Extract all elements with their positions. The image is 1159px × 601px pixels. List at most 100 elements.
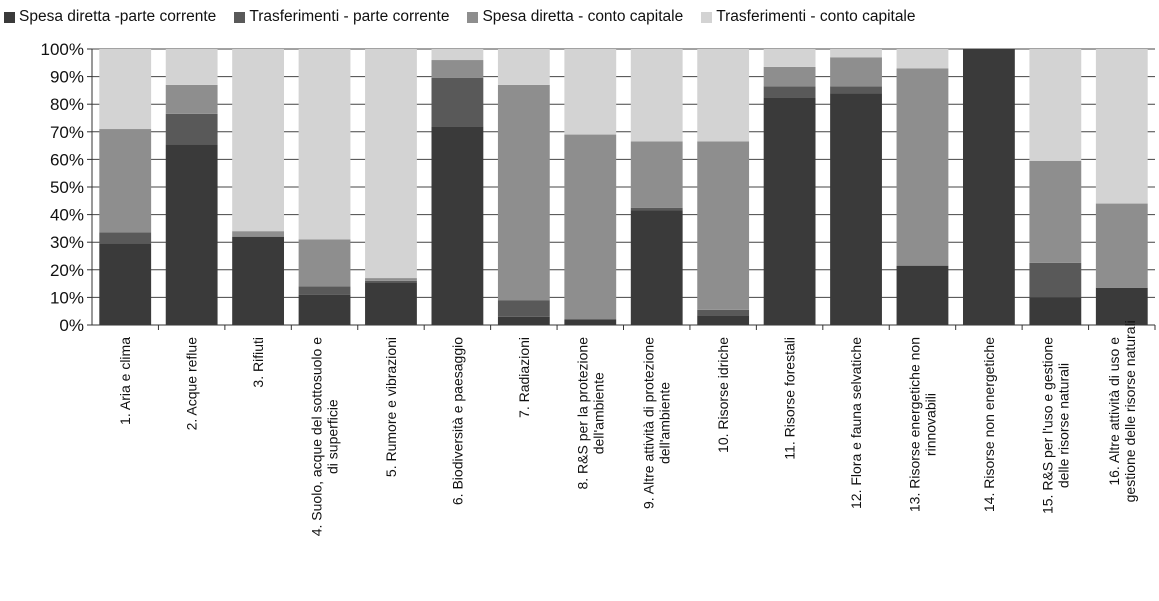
bar-segment-6-series-2 xyxy=(431,77,484,127)
x-tick-label-line: di superficie xyxy=(325,399,341,474)
legend-item-2: Trasferimenti - parte corrente xyxy=(234,8,449,26)
y-tick-label: 10% xyxy=(50,288,84,307)
bar-segment-5-series-4 xyxy=(365,49,417,279)
legend-label-1: Spesa diretta -parte corrente xyxy=(19,8,217,25)
bar-segment-8-series-3 xyxy=(564,134,617,320)
x-tick-label: 10. Risorse idriche xyxy=(715,337,731,453)
x-tick-label-line: 12. Flora e fauna selvatiche xyxy=(848,337,864,509)
x-tick-label: 3. Rifiuti xyxy=(250,337,266,388)
legend-item-3: Spesa diretta - conto capitale xyxy=(467,8,683,26)
x-tick-label-line: 8. R&S per la protezione xyxy=(574,337,590,490)
x-tick-label-line: 11. Risorse forestali xyxy=(782,337,798,460)
bar-segment-9-series-3 xyxy=(630,141,683,208)
x-tick-label-line: 9. Altre attività di protezione xyxy=(641,337,657,509)
x-tick-label: 11. Risorse forestali xyxy=(782,337,798,460)
bar-segment-5-series-2 xyxy=(365,280,417,283)
bar-segment-10-series-3 xyxy=(697,141,750,310)
y-tick-label: 20% xyxy=(50,261,84,280)
x-tick-label-line: 5. Rumore e vibrazioni xyxy=(383,337,399,477)
bar-segment-15-series-4 xyxy=(1029,49,1082,161)
legend-swatch-4 xyxy=(701,11,713,23)
bar-segment-3-series-3 xyxy=(232,231,285,237)
bar-segment-15-series-2 xyxy=(1029,262,1082,298)
bar-segment-13-series-1 xyxy=(896,265,949,325)
x-tick-label-line: 7. Radiazioni xyxy=(516,337,532,418)
bar-segment-1-series-2 xyxy=(99,232,152,244)
x-tick-label-line: 4. Suolo, acque del sottosuolo e xyxy=(309,337,325,536)
bar-segment-16-series-4 xyxy=(1095,49,1148,204)
bar-segment-12-series-1 xyxy=(830,93,882,325)
y-tick-label: 60% xyxy=(50,150,84,169)
bar-segment-16-series-1 xyxy=(1095,287,1148,325)
bar-segment-11-series-2 xyxy=(763,86,816,98)
bar-segment-10-series-1 xyxy=(697,315,750,325)
bar-segment-4-series-4 xyxy=(298,49,351,240)
x-tick-label-line: 2. Acque reflue xyxy=(184,337,200,431)
x-tick-label: 7. Radiazioni xyxy=(516,337,532,418)
x-tick-label-line: 10. Risorse idriche xyxy=(715,337,731,453)
bar-segment-15-series-3 xyxy=(1029,160,1082,263)
bar-segment-3-series-4 xyxy=(232,49,285,232)
x-tick-label-line: 14. Risorse non energetiche xyxy=(981,337,997,512)
y-tick-label: 40% xyxy=(50,206,84,225)
legend-label-2: Trasferimenti - parte corrente xyxy=(249,8,450,25)
legend-item-1: Spesa diretta -parte corrente xyxy=(4,8,216,26)
x-tick-label-line: rinnovabili xyxy=(922,393,938,456)
x-tick-label-line: dell'ambiente xyxy=(590,372,606,454)
bar-segment-7-series-4 xyxy=(497,49,550,85)
x-tick-label: 5. Rumore e vibrazioni xyxy=(383,337,399,477)
x-tick-label-line: 1. Aria e clima xyxy=(117,337,133,425)
bar-segment-2-series-3 xyxy=(165,84,218,114)
y-tick-label: 100% xyxy=(41,40,84,59)
bar-segment-15-series-1 xyxy=(1029,297,1082,325)
bar-segment-8-series-4 xyxy=(564,49,617,135)
bar-segment-6-series-4 xyxy=(431,49,484,61)
x-tick-label-line: 6. Biodiversità e paesaggio xyxy=(449,337,465,505)
bar-segment-5-series-1 xyxy=(365,282,417,325)
legend-swatch-1 xyxy=(4,11,15,23)
bar-segment-4-series-3 xyxy=(298,239,351,287)
y-tick-label: 80% xyxy=(50,95,84,114)
x-tick-label: 1. Aria e clima xyxy=(117,337,133,425)
bar-segment-2-series-4 xyxy=(165,49,218,85)
bar-segment-16-series-3 xyxy=(1095,203,1148,288)
bar-segment-7-series-1 xyxy=(497,316,550,325)
bar-segment-10-series-2 xyxy=(697,309,750,316)
bar-segment-12-series-2 xyxy=(830,86,882,94)
legend-swatch-2 xyxy=(234,11,246,23)
x-tick-label-line: 3. Rifiuti xyxy=(250,337,266,388)
bar-segment-11-series-4 xyxy=(763,49,816,67)
bar-segment-1-series-1 xyxy=(99,243,152,325)
x-tick-label: 4. Suolo, acque del sottosuolo e di super… xyxy=(309,337,341,536)
bar-segment-14-series-1 xyxy=(962,49,1015,325)
legend-swatch-3 xyxy=(467,11,479,23)
x-tick-label: 6. Biodiversità e paesaggio xyxy=(449,337,465,505)
bar-segment-12-series-4 xyxy=(830,49,882,58)
legend-label-3: Spesa diretta - conto capitale xyxy=(482,8,684,25)
bar-segment-9-series-2 xyxy=(630,207,683,211)
legend: Spesa diretta -parte corrente Trasferimen… xyxy=(4,4,1155,30)
y-tick-label: 30% xyxy=(50,233,84,252)
y-tick-label: 50% xyxy=(50,178,84,197)
x-tick-label-line: 13. Risorse energetiche non xyxy=(906,337,922,512)
bar-segment-13-series-4 xyxy=(896,49,949,69)
bar-segment-7-series-3 xyxy=(497,84,550,301)
bar-segment-3-series-1 xyxy=(232,236,285,325)
bar-segment-11-series-3 xyxy=(763,66,816,87)
x-tick-label: 9. Altre attività di protezione dell'ambi… xyxy=(641,337,673,509)
x-tick-label-line: delle risorse naturali xyxy=(1055,363,1071,488)
x-tick-label: 13. Risorse energetiche non rinnovabili xyxy=(906,337,938,512)
y-tick-label: 0% xyxy=(59,316,84,335)
x-tick-label: 12. Flora e fauna selvatiche xyxy=(848,337,864,509)
bar-segment-11-series-1 xyxy=(763,97,816,325)
bar-segment-12-series-3 xyxy=(830,57,882,87)
bar-segment-9-series-1 xyxy=(630,210,683,325)
bar-segment-8-series-1 xyxy=(564,319,617,325)
x-tick-label: 16. Altre attività di uso e gestione dell… xyxy=(1106,320,1138,502)
x-tick-label: 2. Acque reflue xyxy=(184,337,200,431)
legend-label-4: Trasferimenti - conto capitale xyxy=(716,8,916,25)
bar-segment-2-series-2 xyxy=(165,113,218,145)
x-tick-label: 8. R&S per la protezione dell'ambiente xyxy=(574,337,606,490)
